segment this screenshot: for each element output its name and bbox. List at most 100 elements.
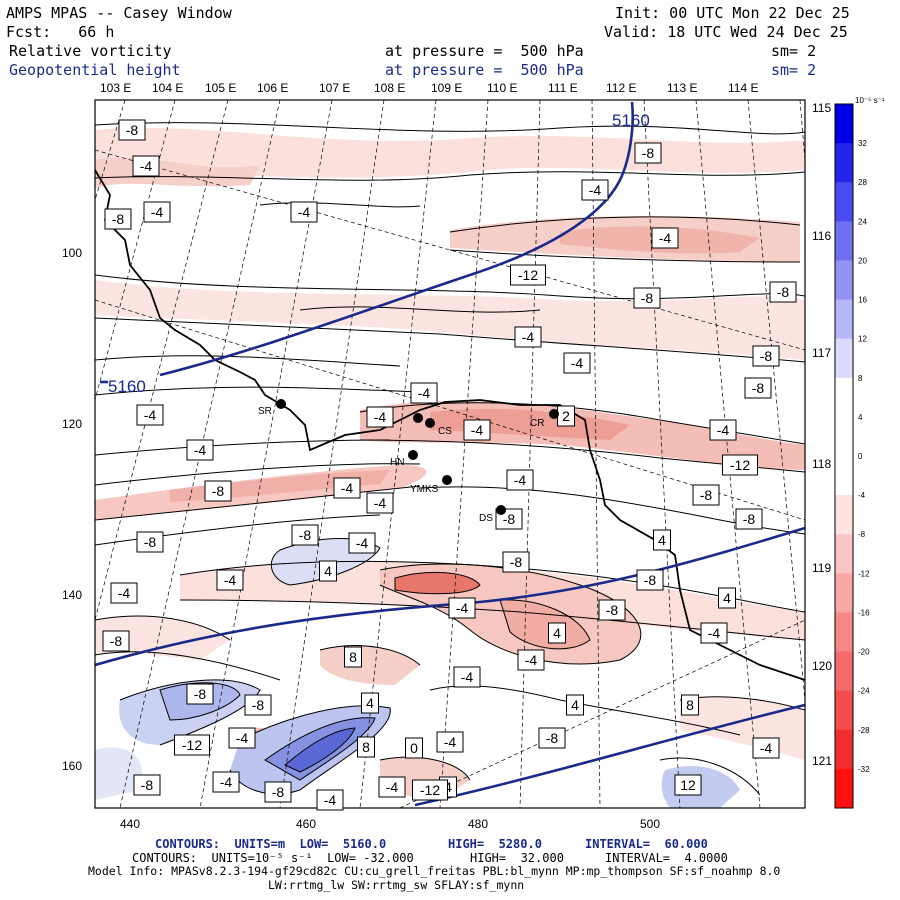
x-label-460: 460: [296, 817, 316, 831]
colorbar-segment: [835, 260, 853, 301]
vorticity-contour-label: 8: [357, 736, 375, 758]
colorbar-level-label: 8: [858, 374, 863, 383]
svg-text:-4: -4: [140, 158, 153, 174]
svg-text:-4: -4: [522, 329, 535, 345]
vorticity-contour-label: -8: [291, 524, 319, 546]
footer-model-info-2: LW:rrtmg_lw SW:rrtmg_sw SFLAY:sf_mynn: [268, 878, 525, 892]
colorbar-segment: [835, 416, 853, 457]
vorticity-contour-label: 2: [557, 405, 575, 427]
vorticity-contour-label: 4: [361, 692, 379, 714]
top-lon-113: 113 E: [667, 81, 697, 95]
svg-text:4: 4: [324, 563, 332, 579]
svg-text:8: 8: [349, 649, 357, 665]
vorticity-contour-label: 4: [319, 560, 337, 582]
svg-text:-4: -4: [717, 422, 730, 438]
colorbar-level-label: 0: [858, 452, 863, 461]
svg-text:-8: -8: [299, 527, 312, 543]
vorticity-contour-label: -4: [517, 649, 545, 671]
svg-text:-8: -8: [644, 572, 657, 588]
svg-text:-4: -4: [236, 730, 249, 746]
top-lon-104: 104 E: [152, 81, 183, 95]
vorticity-contour-label: -4: [514, 326, 542, 348]
svg-text:4: 4: [553, 625, 561, 641]
x-label-480: 480: [468, 817, 488, 831]
vorticity-contour-label: -8: [133, 774, 161, 796]
svg-text:-4: -4: [471, 422, 484, 438]
vorticity-contour-label: 4: [566, 694, 584, 716]
svg-text:-12: -12: [730, 457, 750, 473]
station-extra-marker: [425, 418, 435, 428]
footer-model-info: Model Info: MPASv8.2.3-194-gf29cd82c CU:…: [88, 864, 781, 878]
svg-text:-4: -4: [386, 779, 399, 795]
colorbar-segment: [835, 456, 853, 496]
station-cs-marker: [413, 413, 423, 423]
station-sr-label: SR: [258, 406, 272, 417]
svg-text:-8: -8: [252, 697, 265, 713]
footer-vort-interval: INTERVAL= 4.0000: [605, 851, 728, 865]
svg-text:-4: -4: [374, 409, 387, 425]
vorticity-contour-label: -4: [132, 155, 160, 177]
field2-level: at pressure = 500 hPa: [385, 61, 584, 79]
colorbar-level-label: -28: [858, 726, 870, 735]
vorticity-contour-label: -4: [348, 532, 376, 554]
svg-text:-4: -4: [708, 625, 721, 641]
height-label-top: 5160: [612, 111, 650, 130]
vorticity-contour-label: -4: [651, 227, 679, 249]
vorticity-contour-label: -4: [212, 771, 240, 793]
station-markers: SR CS CR HN YMKS DS: [258, 399, 559, 524]
svg-text:-8: -8: [510, 554, 523, 570]
colorbar: 32 28 24 20 16 12 8 4 0 -4 -8 -12 -16 -20 -24 -28 -32: [834, 103, 870, 809]
vorticity-contour-label: -8: [104, 208, 132, 230]
vorticity-contour-label: -8: [186, 683, 214, 705]
svg-text:-8: -8: [126, 122, 139, 138]
top-lon-106: 106 E: [257, 81, 288, 95]
footer-vort-contours: CONTOURS: UNITS=10⁻⁵ s⁻¹ LOW= -32.000: [132, 851, 414, 865]
y-label-140: 140: [62, 588, 82, 602]
colorbar-level-label: 24: [858, 217, 867, 226]
colorbar-segment: [835, 612, 853, 653]
svg-text:4: 4: [366, 695, 374, 711]
vorticity-contour-label: -4: [709, 419, 737, 441]
vorticity-contour-label: -8: [634, 142, 662, 164]
station-ymks-marker: [442, 475, 452, 485]
svg-text:-4: -4: [418, 385, 431, 401]
vorticity-contour-label: -8: [633, 287, 661, 309]
svg-text:4: 4: [658, 532, 666, 548]
vorticity-contour-label: -4: [410, 382, 438, 404]
vorticity-contour-label: -8: [692, 484, 720, 506]
svg-text:4: 4: [444, 779, 452, 795]
colorbar-segment: [835, 651, 853, 692]
vorticity-contour-label: -4: [453, 666, 481, 688]
svg-text:-12: -12: [182, 737, 202, 753]
height-contours: [94, 101, 806, 807]
svg-text:-8: -8: [641, 290, 654, 306]
svg-text:-8: -8: [194, 686, 207, 702]
vorticity-contour-label: -8: [136, 531, 164, 553]
svg-text:0: 0: [410, 740, 418, 756]
footer-height-interval: INTERVAL= 60.000: [585, 837, 708, 851]
colorbar-level-label: -4: [858, 491, 866, 500]
vorticity-contour-label: -4: [110, 582, 138, 604]
vorticity-contour-label: 12: [674, 774, 702, 796]
station-cs-label: CS: [438, 426, 452, 437]
vorticity-contour-label: -4: [563, 352, 591, 374]
colorbar-level-label: -8: [858, 530, 866, 539]
vorticity-contour-label: 4: [548, 622, 566, 644]
footer-height-high: HIGH= 5280.0: [448, 837, 542, 851]
svg-text:2: 2: [562, 408, 570, 424]
vorticity-contour-label: -4: [700, 622, 728, 644]
svg-text:-4: -4: [659, 230, 672, 246]
station-ymks-label: YMKS: [410, 484, 439, 495]
init-time: Init: 00 UTC Mon 22 Dec 25: [615, 4, 850, 22]
colorbar-segment: [835, 299, 853, 340]
vorticity-contour-label: -8: [598, 599, 626, 621]
colorbar-segment: [835, 495, 853, 535]
svg-text:-4: -4: [324, 792, 337, 808]
y-label-160: 160: [62, 759, 82, 773]
svg-text:-8: -8: [777, 284, 790, 300]
colorbar-level-label: -12: [858, 569, 870, 578]
vorticity-contour-label: -12: [510, 264, 546, 286]
vorticity-labels: -8 -4 -8 -4 -4 -4 -8 -4 -12 -8 -8 -4 -4 -8 -4 -8 -4 -4 -4 -…: [102, 119, 797, 811]
svg-text:-4: -4: [298, 204, 311, 220]
station-ds-label: DS: [479, 513, 493, 524]
